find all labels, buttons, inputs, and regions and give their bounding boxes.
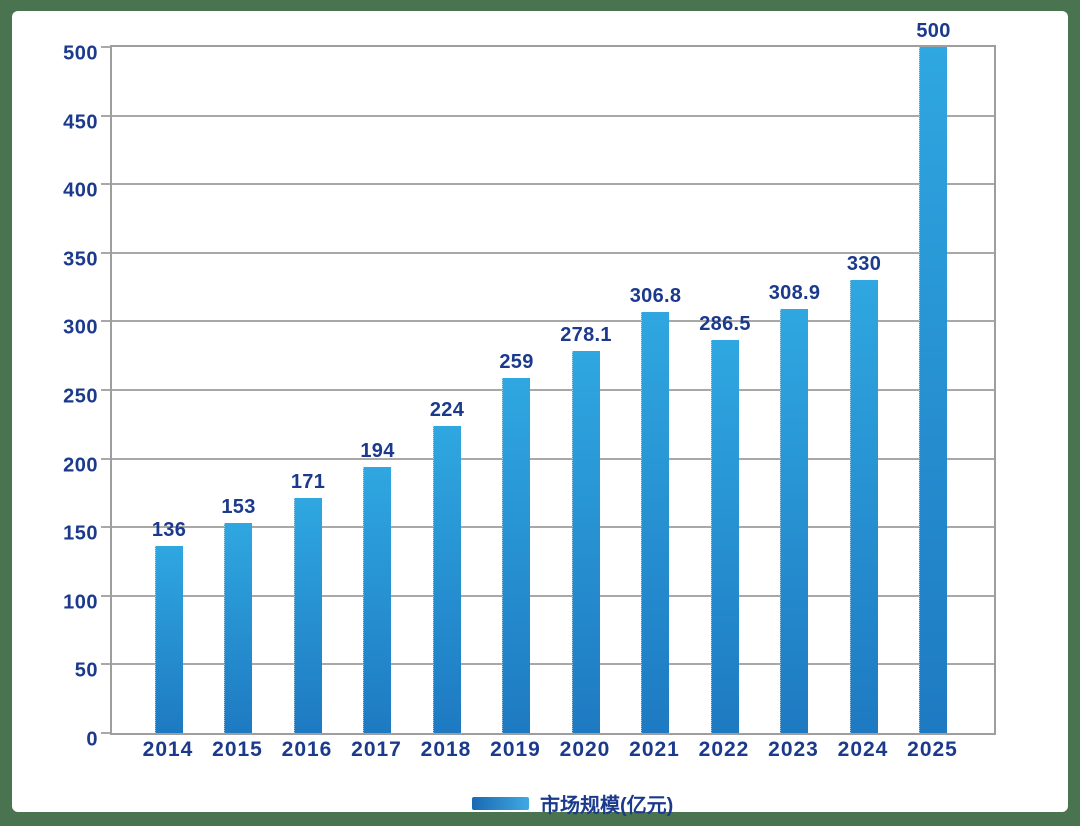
x-axis-category-label: 2014: [142, 738, 194, 761]
gridline: [112, 594, 994, 597]
bar-value-label: 171: [290, 471, 326, 494]
legend-swatch-icon: [472, 797, 529, 810]
bar-2018: 224: [430, 399, 464, 733]
chart-canvas: 136 153 171 194 224 259 278.1 306.8 286.5 308.9 33…: [12, 11, 1068, 817]
y-axis-tick-label: 0: [86, 728, 98, 751]
y-axis-tick-mark: [101, 663, 110, 666]
bar-value-label: 259: [499, 350, 534, 373]
bar-2016: 171: [291, 471, 325, 733]
x-axis-category-label: 2022: [698, 738, 750, 761]
x-axis-category-label: 2023: [768, 738, 819, 761]
bar-2022: 286.5: [699, 313, 750, 733]
x-axis-category-label: 2021: [629, 738, 680, 761]
x-axis-category-label: 2019: [490, 738, 541, 761]
y-axis-tick-mark: [101, 732, 110, 734]
x-axis-category-label: 2024: [837, 738, 889, 761]
x-axis-category-label: 2025: [907, 738, 958, 761]
bar-2015: 153: [221, 496, 255, 733]
x-axis-category-label: 2020: [559, 738, 611, 761]
y-axis-tick-mark: [101, 320, 110, 323]
x-axis-category-label: 2015: [212, 738, 263, 761]
x-axis-category-label: 2017: [351, 738, 402, 761]
y-axis-tick-mark: [101, 251, 110, 254]
gridline: [112, 663, 994, 666]
x-axis-category-label: 2018: [420, 738, 472, 761]
bar-value-label: 136: [151, 519, 187, 542]
bar-value-label: 500: [916, 20, 951, 42]
bar-2017: 194: [360, 440, 394, 733]
bar-2025: 500: [916, 20, 950, 733]
gridline: [112, 389, 994, 391]
bar-value-label: 153: [221, 496, 256, 519]
plot-area: 136 153 171 194 224 259 278.1 306.8 286.5 308.9 33…: [110, 20, 996, 735]
y-axis-tick-label: 450: [63, 111, 98, 134]
y-axis-tick-label: 350: [63, 248, 98, 271]
bar-value-label: 224: [429, 398, 465, 421]
bar-value-label: 194: [360, 439, 395, 462]
y-axis-tick-label: 400: [63, 179, 98, 202]
y-axis-tick-mark: [101, 594, 110, 597]
bar-value-label: 286.5: [699, 312, 751, 335]
y-axis-tick-mark: [101, 46, 110, 48]
gridline: [112, 251, 994, 254]
y-axis-tick-label: 500: [63, 42, 98, 65]
gridline: [112, 526, 994, 529]
y-axis-tick-mark: [101, 183, 110, 186]
bar-2019: 259: [499, 351, 533, 733]
gridline: [112, 457, 994, 460]
bar-2024: 330: [847, 253, 881, 733]
y-axis-tick-label: 150: [63, 522, 98, 545]
bar-2020: 278.1: [560, 324, 611, 733]
y-axis-tick-mark: [101, 389, 110, 391]
gridline: [112, 183, 994, 186]
gridline: [112, 114, 994, 117]
bar-value-label: 308.9: [768, 282, 821, 305]
gridline: [112, 320, 994, 323]
bar-value-label: 278.1: [560, 324, 612, 347]
legend: 市场规模(亿元): [472, 789, 673, 818]
bar-value-label: 306.8: [629, 285, 682, 308]
legend-label: 市场规模(亿元): [540, 795, 674, 817]
y-axis-tick-label: 250: [63, 385, 98, 408]
y-axis-tick-label: 300: [63, 316, 98, 339]
y-axis-tick-mark: [101, 526, 110, 529]
y-axis-tick-label: 50: [74, 659, 98, 682]
bar-value-label: 330: [846, 253, 882, 276]
bar-2014: 136: [152, 519, 186, 733]
y-axis-tick-label: 200: [63, 454, 98, 477]
y-axis-tick-label: 100: [63, 591, 98, 614]
y-axis-tick-mark: [101, 457, 110, 460]
x-axis-category-label: 2016: [281, 738, 333, 761]
bar-2021: 306.8: [630, 285, 681, 733]
bar-2023: 308.9: [769, 282, 820, 733]
y-axis-tick-mark: [101, 114, 110, 117]
